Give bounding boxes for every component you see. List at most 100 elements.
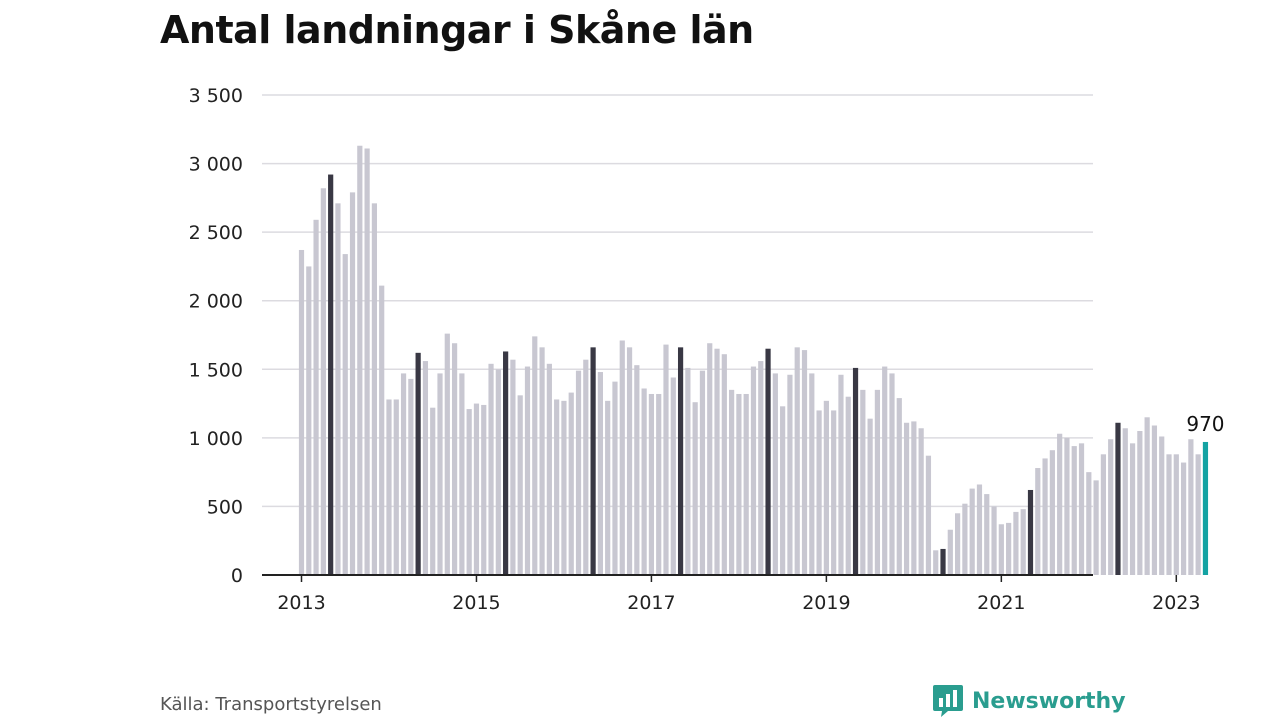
latest-value-label: 970 <box>1186 412 1224 436</box>
x-tick-label: 2019 <box>802 592 850 614</box>
bar <box>408 378 414 575</box>
bar <box>1122 428 1128 575</box>
bar <box>794 347 800 575</box>
bar <box>437 373 443 575</box>
bar <box>466 409 472 575</box>
bar <box>510 359 516 575</box>
bar <box>473 403 480 575</box>
y-tick-label: 1 500 <box>189 359 243 381</box>
bar <box>1137 431 1143 575</box>
bar <box>495 369 501 575</box>
bar <box>874 389 881 575</box>
bar <box>1108 439 1114 575</box>
bar <box>707 343 713 575</box>
bar <box>889 373 895 575</box>
bar <box>1049 450 1055 575</box>
bar <box>634 365 640 575</box>
y-tick-label: 3 500 <box>189 85 243 107</box>
x-tick-label: 2013 <box>277 592 325 614</box>
bar <box>1013 511 1019 575</box>
chart-title: Antal landningar i Skåne län <box>160 8 754 52</box>
bar <box>998 524 1004 575</box>
bars <box>298 145 1209 576</box>
bar <box>349 192 356 575</box>
bar <box>590 347 596 575</box>
bar <box>692 402 698 575</box>
bar <box>422 361 429 575</box>
bar <box>1202 441 1209 575</box>
bar <box>379 285 385 575</box>
bar <box>524 366 531 575</box>
bar <box>772 373 778 575</box>
bar <box>1071 446 1077 575</box>
bar <box>962 503 968 575</box>
bar <box>758 361 764 575</box>
x-tick-label: 2017 <box>627 592 675 614</box>
y-tick-label: 2 500 <box>189 222 243 244</box>
bar <box>1166 454 1172 575</box>
bar <box>729 389 735 575</box>
bar <box>1100 454 1106 575</box>
bar <box>1035 468 1041 575</box>
bar <box>546 363 552 575</box>
bar <box>1129 443 1136 575</box>
brand-logo[interactable]: Newsworthy <box>932 683 1126 719</box>
bar <box>386 399 392 575</box>
bar <box>320 188 326 575</box>
bar <box>459 373 465 575</box>
bar <box>612 381 618 575</box>
bar <box>1042 458 1048 575</box>
bar <box>787 374 793 575</box>
bar <box>306 266 312 575</box>
bar <box>298 249 305 575</box>
bar <box>721 354 727 575</box>
bar <box>1173 454 1179 575</box>
x-tick-label: 2015 <box>452 592 500 614</box>
bar <box>1006 522 1012 575</box>
y-tick-label: 3 000 <box>189 154 243 176</box>
x-tick-label: 2021 <box>977 592 1025 614</box>
bar <box>670 377 676 575</box>
bar <box>1115 422 1121 575</box>
y-axis-labels: 0 500 1 000 1 500 2 000 2 500 3 000 3 500 <box>189 85 243 587</box>
bar <box>626 347 633 575</box>
bar <box>780 406 786 575</box>
bar <box>663 344 669 575</box>
bar <box>955 513 961 575</box>
bar <box>801 350 808 575</box>
bar <box>882 366 888 575</box>
bar <box>451 343 458 575</box>
bar <box>400 373 407 575</box>
bar <box>1144 417 1150 575</box>
bar <box>852 367 859 575</box>
bar <box>765 348 771 575</box>
bar <box>619 340 625 575</box>
bar <box>583 359 589 575</box>
bar <box>1064 437 1070 575</box>
bar <box>328 174 334 576</box>
bar <box>823 400 829 575</box>
bar <box>1020 509 1026 575</box>
bar <box>561 400 567 575</box>
bar <box>1151 425 1158 575</box>
y-tick-label: 0 <box>231 565 243 587</box>
bar <box>867 418 873 575</box>
bar <box>714 348 720 575</box>
bar <box>933 550 939 575</box>
bar <box>415 352 421 575</box>
y-tick-label: 2 000 <box>189 291 243 313</box>
bar <box>1159 436 1165 575</box>
bar <box>896 398 902 575</box>
y-tick-label: 500 <box>207 496 243 518</box>
bar <box>481 404 487 575</box>
bar <box>699 370 706 575</box>
bar <box>918 428 924 575</box>
bar <box>976 484 983 575</box>
bar <box>357 145 363 576</box>
bar <box>1188 439 1194 575</box>
bar <box>991 506 997 575</box>
source-label: Källa: Transportstyrelsen <box>160 694 382 715</box>
bar <box>743 393 749 575</box>
bar <box>539 347 545 575</box>
x-tick-label: 2023 <box>1152 592 1200 614</box>
